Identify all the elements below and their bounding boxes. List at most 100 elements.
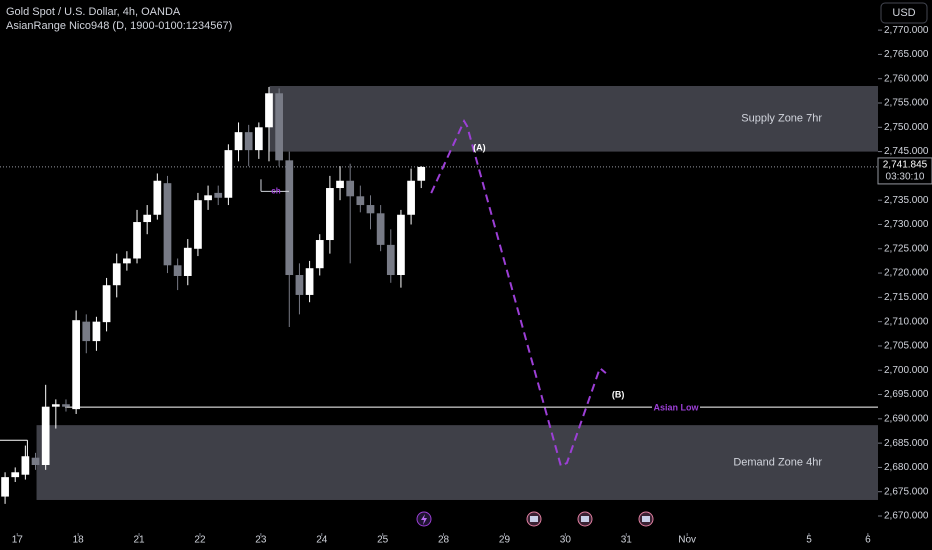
candle-body [183,247,192,276]
event-flag [530,516,538,522]
candle-body [285,160,294,276]
last-price-box [877,157,932,185]
y-tick-label: 2,730.000 [884,219,929,230]
plot-area: Supply Zone 7hr Demand Zone 4hr Asian Low (… [0,86,879,504]
y-tick-label: 2,720.000 [884,268,929,279]
candle-body [234,132,243,151]
candle-body [265,93,273,128]
x-tick-label: Nov [678,535,696,546]
candle-body [214,192,223,198]
x-tick-label: 18 [73,535,85,546]
candle-body [397,214,405,276]
y-tick-label: 2,765.000 [884,49,929,60]
candle-body [173,265,182,276]
annotation: ch [271,186,280,195]
candle-body [295,275,304,295]
level-label-bg [652,401,700,414]
candle-body [31,457,40,465]
y-tick-label: 2,755.000 [884,98,929,109]
x-tick-label: 5 [806,535,812,546]
candle-body [356,196,365,206]
candle-body [163,183,172,266]
x-tick-label: 6 [865,535,871,546]
candle-body [72,320,80,410]
y-tick-label: 2,710.000 [884,316,929,327]
event-icons [416,511,654,527]
candle-body [153,180,162,215]
candle-body [133,222,141,259]
y-tick-label: 2,750.000 [884,122,929,133]
y-tick-label: 2,675.000 [884,486,929,497]
candle-body [376,213,385,245]
candle-body [112,263,121,286]
y-tick-label: 2,670.000 [884,511,929,522]
candle-body [315,240,324,269]
candle-body [82,321,91,342]
candle-body [102,285,111,323]
candle-body [346,180,355,197]
event-flag [642,516,650,522]
candle-body [11,472,20,478]
x-tick-label: 21 [133,535,145,546]
y-tick-label: 2,745.000 [884,146,929,157]
candle-body [407,180,415,215]
y-tick-label: 2,705.000 [884,341,929,352]
y-tick-label: 2,700.000 [884,365,929,376]
chart-title: Gold Spot / U.S. Dollar, 4h, OANDA [6,6,181,18]
countdown: 03:30:10 [886,172,925,183]
y-tick-label: 2,685.000 [884,438,929,449]
last-price-label: 2,741.845 [883,160,928,171]
y-tick-label: 2,760.000 [884,73,929,84]
y-tick-label: 2,690.000 [884,413,929,424]
candle-body [417,166,426,181]
annotation: (A) [473,142,486,152]
zone [36,425,879,500]
chart-subtitle: AsianRange Nico948 (D, 1900-0100:1234567… [6,20,232,32]
x-tick-label: 29 [499,535,511,546]
zone [269,86,878,152]
candle-body [326,188,334,241]
candle-body [336,180,344,189]
candle-body [143,214,152,223]
currency-box[interactable] [880,2,928,24]
projection-path [430,118,607,468]
candle-body [386,244,395,276]
y-tick-label: 2,725.000 [884,243,929,254]
y-tick-label: 2,770.000 [884,25,929,36]
candle-body [1,477,9,497]
x-tick-label: 24 [316,535,328,546]
x-tick-label: 17 [12,535,24,546]
x-tick-label: 30 [560,535,572,546]
zone-label: Demand Zone 4hr [733,456,822,468]
candle-body [366,205,375,214]
candle-body [51,404,60,407]
candle-body [224,150,233,198]
y-tick-label: 2,735.000 [884,195,929,206]
candle-body [244,132,253,151]
x-tick-label: 25 [377,535,389,546]
y-tick-label: 2,695.000 [884,389,929,400]
candle-body [41,406,50,465]
event-icon-bolt [421,514,427,525]
zone-label: Supply Zone 7hr [741,113,822,125]
candle-body [305,268,314,295]
event-flag [581,516,589,522]
currency[interactable]: USD [892,7,915,19]
level-label: Asian Low [653,403,699,413]
candle-body [92,321,101,342]
x-tick-label: 31 [621,535,633,546]
x-tick-label: 23 [255,535,267,546]
x-tick-label: 28 [438,535,450,546]
candle-body [123,258,131,264]
candle-body [21,456,30,475]
candle-body [204,195,212,201]
candle-body [254,127,263,151]
candle-body [275,93,283,161]
y-tick-label: 2,680.000 [884,462,929,473]
annotation: (B) [612,389,625,399]
y-tick-label: 2,715.000 [884,292,929,303]
x-tick-label: 22 [194,535,206,546]
candle-body [62,404,70,407]
candle-body [194,200,202,249]
